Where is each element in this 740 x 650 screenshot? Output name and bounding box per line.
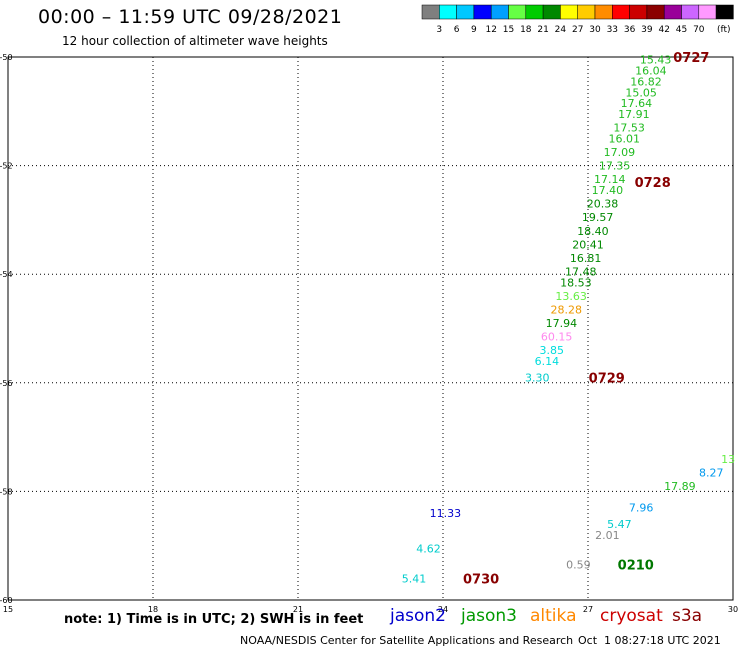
legend-label: 42 (658, 25, 669, 35)
wave-height-value: 15.43 (640, 54, 672, 67)
legend-label: 27 (572, 25, 583, 35)
wave-height-value: 60.15 (541, 331, 573, 344)
wave-height-value: 6.14 (535, 355, 560, 368)
wave-height-value: 11.33 (430, 507, 462, 520)
wave-height-value: 17.14 (594, 173, 626, 186)
wave-height-value: 18.53 (560, 276, 592, 289)
legend-unit: (ft) (717, 25, 731, 35)
credit-text: NOAA/NESDIS Center for Satellite Applica… (240, 634, 574, 647)
x-tick-label: 15 (3, 605, 13, 614)
wave-height-value: 13 (721, 453, 735, 466)
wave-height-value: 3.85 (540, 344, 565, 357)
legend-swatch (715, 4, 734, 20)
wave-height-value: 7.96 (629, 502, 654, 515)
y-tick-label: -60 (0, 596, 13, 605)
satellite-label-jason3: jason3 (461, 606, 517, 626)
wave-height-value: 13.63 (555, 290, 587, 303)
wave-height-value: 28.28 (551, 303, 583, 316)
wave-height-value: 17.09 (604, 146, 636, 159)
pass-time-label: 0210 (618, 559, 654, 574)
x-tick-label: 27 (583, 605, 593, 614)
legend-label: 24 (555, 25, 567, 35)
wave-height-value: 20.38 (587, 198, 619, 211)
legend-label: 39 (641, 25, 653, 35)
pass-time-label: 0729 (589, 371, 625, 386)
x-tick-label: 24 (438, 605, 448, 614)
wave-height-value: 16.04 (635, 65, 667, 78)
wave-height-value: 17.94 (546, 317, 578, 330)
wave-height-value: 17.89 (664, 480, 696, 493)
wave-height-value: 19.57 (582, 211, 614, 224)
page-subtitle: 12 hour collection of altimeter wave hei… (62, 34, 328, 48)
satellite-label-jason2: jason2 (390, 606, 446, 626)
legend-label: 33 (607, 25, 618, 35)
legend-label: 9 (471, 25, 477, 35)
legend-label: 15 (503, 25, 514, 35)
y-tick-label: -52 (0, 162, 13, 171)
pass-time-label: 0727 (673, 51, 709, 66)
wave-height-value: 16.82 (630, 75, 662, 88)
wave-height-value: 18.40 (577, 225, 609, 238)
plot-frame (7, 56, 734, 601)
pass-time-label: 0730 (463, 572, 499, 587)
wave-height-value: 2.01 (595, 529, 620, 542)
satellite-label-s3a: s3a (672, 606, 703, 626)
wave-height-value: 8.27 (699, 466, 724, 479)
legend-label: 3 (436, 25, 442, 35)
wave-height-value: 16.01 (609, 132, 641, 145)
page-title: 00:00 – 11:59 UTC 09/28/2021 (38, 6, 343, 28)
wave-height-value: 17.48 (565, 265, 597, 278)
wave-height-value: 5.41 (402, 572, 427, 585)
legend-label: 6 (454, 25, 460, 35)
generated-timestamp: Oct 1 08:27:18 UTC 2021 (578, 634, 721, 647)
legend-label: 36 (624, 25, 636, 35)
footer-note: note: 1) Time is in UTC; 2) SWH is in fe… (64, 612, 364, 627)
wave-height-value: 16.81 (570, 252, 602, 265)
legend-label: 21 (537, 25, 548, 35)
wave-height-value: 17.35 (599, 160, 631, 173)
x-tick-label: 21 (293, 605, 303, 614)
legend-label: 18 (520, 25, 532, 35)
y-tick-label: -54 (0, 270, 13, 279)
wave-height-value: 17.64 (621, 97, 653, 110)
satellite-label-altika: altika (530, 606, 577, 626)
wave-height-value: 3.30 (525, 371, 550, 384)
wave-height-value: 5.47 (607, 518, 632, 531)
wave-height-value: 4.62 (416, 542, 441, 555)
y-tick-label: -56 (0, 379, 13, 388)
legend-label: 30 (589, 25, 601, 35)
legend-label: 45 (676, 25, 687, 35)
pass-time-label: 0728 (635, 176, 671, 191)
x-tick-label: 30 (728, 605, 738, 614)
satellite-label-cryosat: cryosat (600, 606, 663, 626)
y-tick-label: -58 (0, 487, 13, 496)
y-tick-label: -50 (0, 53, 13, 62)
wave-height-value: 17.40 (592, 184, 624, 197)
legend-label: 12 (485, 25, 496, 35)
x-tick-label: 18 (148, 605, 158, 614)
wave-height-value: 17.53 (613, 122, 645, 135)
wave-height-value: 0.59 (566, 559, 591, 572)
legend-label: 70 (693, 25, 705, 35)
wave-height-value: 15.05 (625, 86, 657, 99)
wave-height-value: 20.41 (572, 238, 604, 251)
wave-height-value: 17.91 (618, 108, 650, 121)
color-legend: 3 6 9 12 15 18 21 24 27 30 33 36 39 42 45 70 (ft) (421, 4, 734, 35)
